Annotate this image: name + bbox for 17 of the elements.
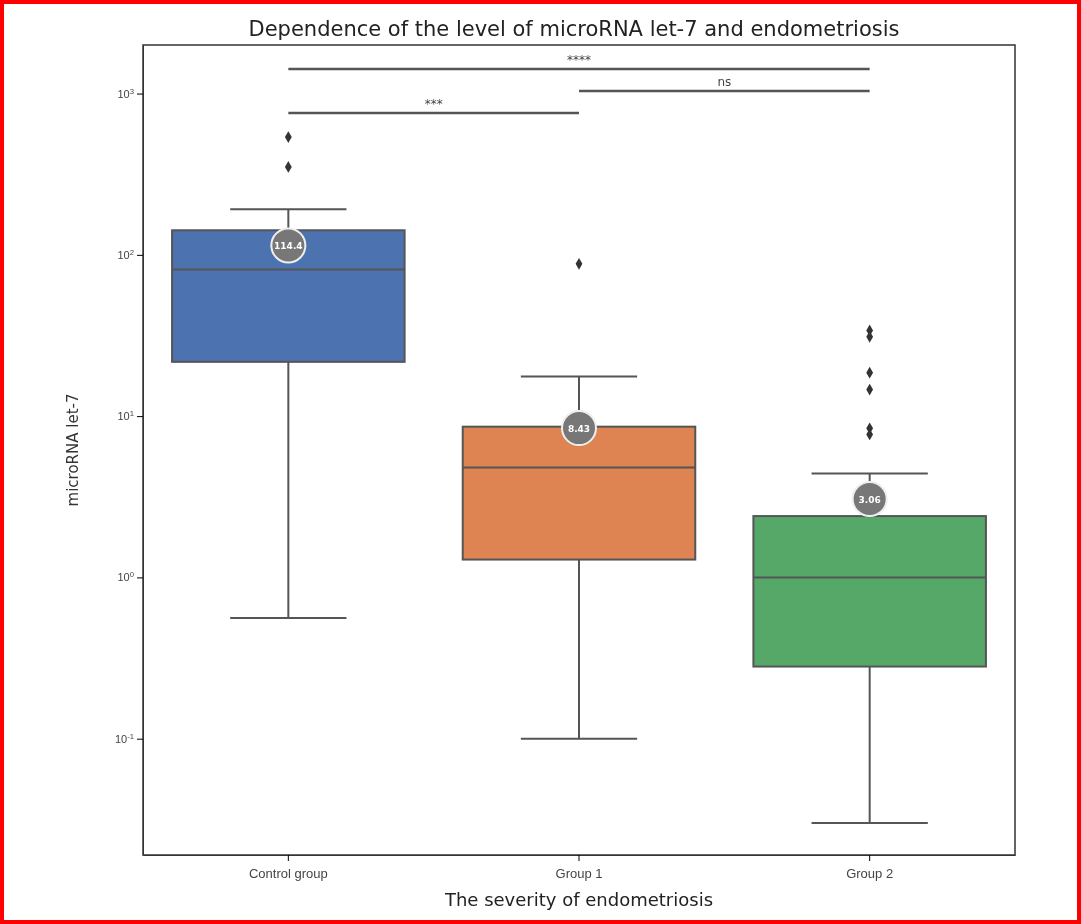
x-axis-title: The severity of endometriosis [443, 889, 714, 910]
y-tick-label: 10$^{0}$ [117, 569, 134, 584]
annotation: 8.43 [567, 423, 591, 434]
annotation: *** [424, 97, 443, 111]
x-tick-label: Group 2 [846, 866, 894, 882]
y-tick-label: 10$^{3}$ [117, 86, 134, 100]
y-tick-label: 10$^{2}$ [117, 247, 134, 261]
annotation: 114.4 [274, 240, 303, 251]
chart-title: Dependence of the level of microRNA let-7 and endometriosis [248, 17, 900, 41]
annotation: 3.06 [858, 494, 881, 505]
y-tick-label: 10$^{1}$ [117, 408, 134, 423]
annotation: **** [567, 53, 591, 67]
x-tick-label: Control group [248, 866, 328, 882]
y-tick-label: 10$^{-1}$ [114, 731, 134, 745]
y-axis-title: microRNA let-7 [64, 393, 82, 507]
annotation: ns [717, 75, 732, 89]
x-tick-label: Group 1 [555, 866, 603, 882]
